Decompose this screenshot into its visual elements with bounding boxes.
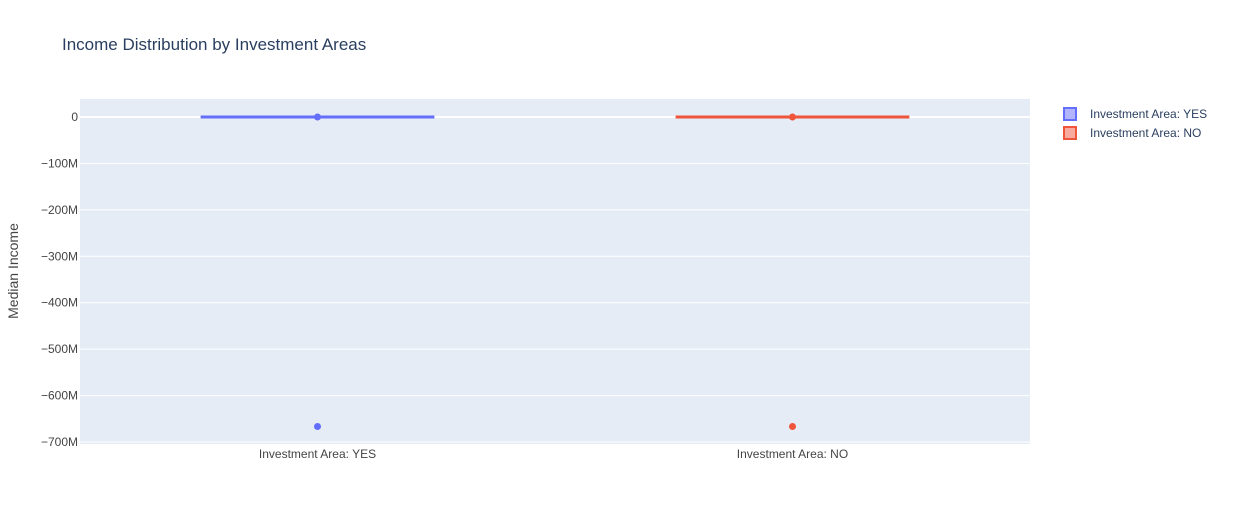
y-tick-label: 0 [71,110,78,124]
y-tick-label: −500M [41,342,78,356]
plot-area [80,99,1030,444]
box-group [200,113,435,431]
y-tick-label: −400M [41,296,78,310]
legend-item[interactable]: Investment Area: NO [1063,126,1201,140]
y-axis-ticks: 0 −100M −200M −300M −400M −500M −600M −700M [41,110,78,449]
y-tick-label: −300M [41,249,78,263]
outlier-point [789,423,796,431]
box-median-marker [314,113,321,121]
x-tick-label: Investment Area: YES [259,447,376,461]
y-tick-label: −100M [41,156,78,170]
chart-title: Income Distribution by Investment Areas [62,35,366,54]
legend-item[interactable]: Investment Area: YES [1063,107,1207,121]
box-series [200,113,910,431]
y-axis-label: Median Income [5,223,21,319]
legend-label: Investment Area: YES [1090,107,1207,121]
y-tick-label: −200M [41,203,78,217]
legend-swatch [1063,107,1077,121]
legend-swatch [1063,126,1077,140]
legend[interactable]: Investment Area: YES Investment Area: NO [1063,107,1207,140]
outlier-point [314,423,321,431]
y-tick-label: −600M [41,389,78,403]
y-tick-label: −700M [41,435,78,449]
x-axis-ticks: Investment Area: YES Investment Area: NO [259,447,848,461]
x-tick-label: Investment Area: NO [737,447,848,461]
legend-label: Investment Area: NO [1090,126,1201,140]
box-group [675,113,910,431]
box-median-marker [789,113,796,121]
